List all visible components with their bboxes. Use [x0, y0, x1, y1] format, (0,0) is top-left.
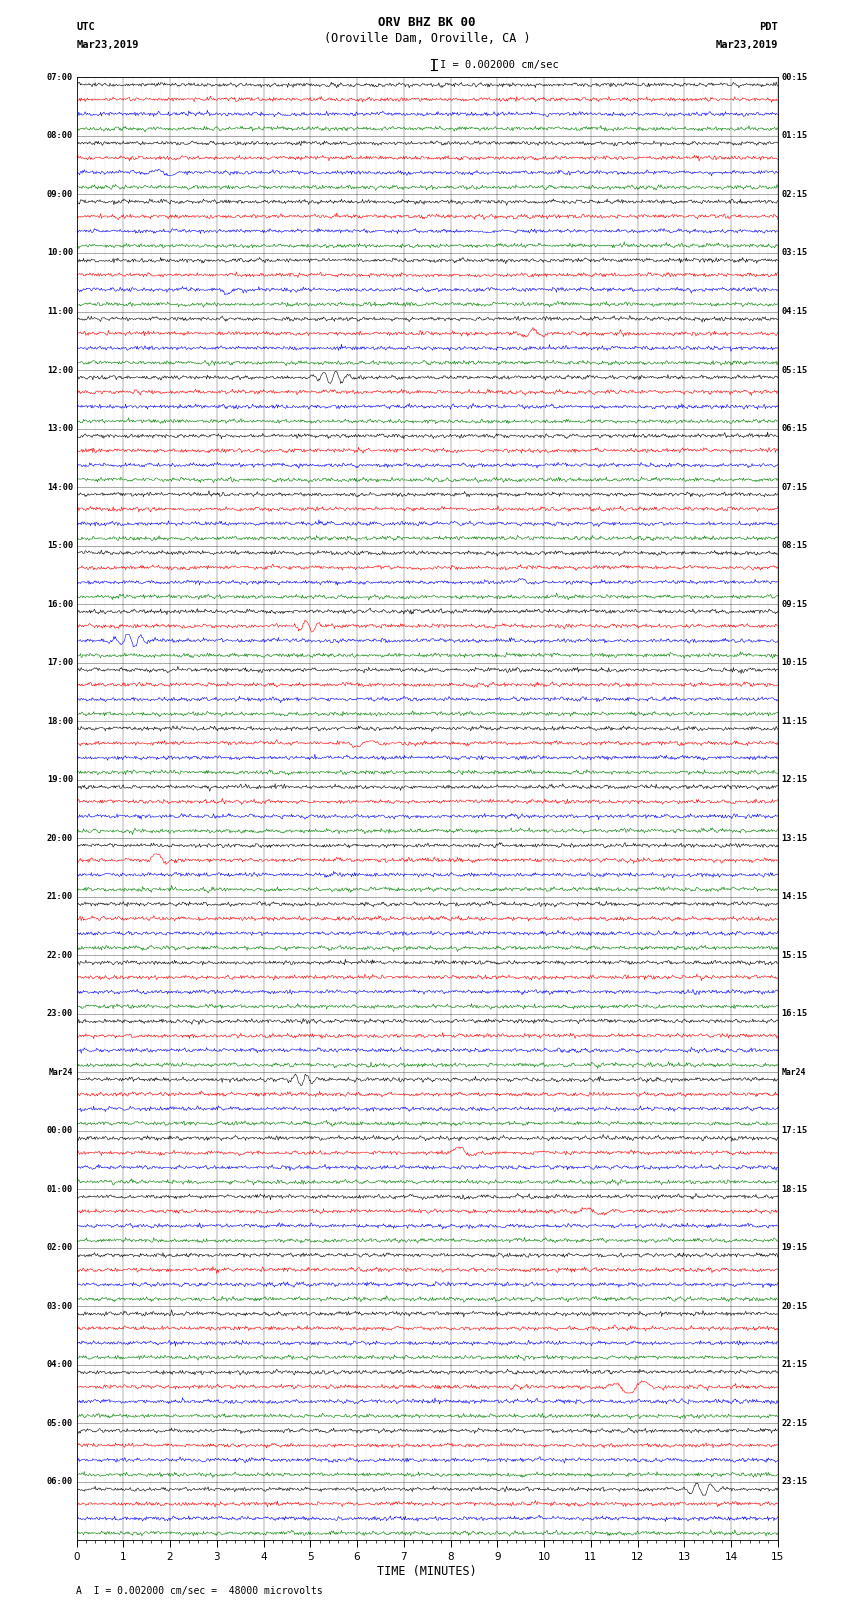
Text: A  I = 0.002000 cm/sec =  48000 microvolts: A I = 0.002000 cm/sec = 48000 microvolts [76, 1586, 323, 1595]
Text: 09:00: 09:00 [47, 190, 73, 198]
Text: 09:15: 09:15 [781, 600, 807, 608]
Text: 19:15: 19:15 [781, 1244, 807, 1252]
Text: Mar23,2019: Mar23,2019 [76, 40, 139, 50]
Text: Mar24: Mar24 [781, 1068, 806, 1077]
Text: 22:00: 22:00 [47, 950, 73, 960]
Text: 05:15: 05:15 [781, 366, 807, 374]
Text: 13:15: 13:15 [781, 834, 807, 842]
Text: 10:15: 10:15 [781, 658, 807, 668]
Text: 02:15: 02:15 [781, 190, 807, 198]
Text: 03:00: 03:00 [47, 1302, 73, 1311]
Text: 23:00: 23:00 [47, 1010, 73, 1018]
Text: 00:00: 00:00 [47, 1126, 73, 1136]
Text: 12:15: 12:15 [781, 776, 807, 784]
Text: 18:00: 18:00 [47, 716, 73, 726]
X-axis label: TIME (MINUTES): TIME (MINUTES) [377, 1565, 477, 1578]
Text: 15:15: 15:15 [781, 950, 807, 960]
Text: Mar23,2019: Mar23,2019 [715, 40, 778, 50]
Text: 11:15: 11:15 [781, 716, 807, 726]
Text: 14:00: 14:00 [47, 482, 73, 492]
Text: UTC: UTC [76, 23, 95, 32]
Text: 03:15: 03:15 [781, 248, 807, 258]
Text: 17:15: 17:15 [781, 1126, 807, 1136]
Text: 04:00: 04:00 [47, 1360, 73, 1369]
Text: Mar24: Mar24 [48, 1068, 73, 1077]
Text: 20:00: 20:00 [47, 834, 73, 842]
Text: I = 0.002000 cm/sec: I = 0.002000 cm/sec [440, 60, 558, 69]
Text: 10:00: 10:00 [47, 248, 73, 258]
Text: 00:15: 00:15 [781, 73, 807, 82]
Text: 01:00: 01:00 [47, 1186, 73, 1194]
Text: 07:00: 07:00 [47, 73, 73, 82]
Text: 13:00: 13:00 [47, 424, 73, 432]
Text: 04:15: 04:15 [781, 306, 807, 316]
Text: 21:00: 21:00 [47, 892, 73, 902]
Text: 20:15: 20:15 [781, 1302, 807, 1311]
Text: (Oroville Dam, Oroville, CA ): (Oroville Dam, Oroville, CA ) [324, 32, 530, 45]
Text: 22:15: 22:15 [781, 1419, 807, 1428]
Text: 18:15: 18:15 [781, 1186, 807, 1194]
Text: 14:15: 14:15 [781, 892, 807, 902]
Text: 21:15: 21:15 [781, 1360, 807, 1369]
Text: PDT: PDT [759, 23, 778, 32]
Text: 11:00: 11:00 [47, 306, 73, 316]
Text: 23:15: 23:15 [781, 1478, 807, 1487]
Text: 01:15: 01:15 [781, 131, 807, 140]
Text: 15:00: 15:00 [47, 540, 73, 550]
Text: 12:00: 12:00 [47, 366, 73, 374]
Text: 02:00: 02:00 [47, 1244, 73, 1252]
Text: 05:00: 05:00 [47, 1419, 73, 1428]
Text: 08:00: 08:00 [47, 131, 73, 140]
Text: 07:15: 07:15 [781, 482, 807, 492]
Text: 08:15: 08:15 [781, 540, 807, 550]
Text: 06:00: 06:00 [47, 1478, 73, 1487]
Text: 16:15: 16:15 [781, 1010, 807, 1018]
Text: ORV BHZ BK 00: ORV BHZ BK 00 [378, 16, 476, 29]
Text: 16:00: 16:00 [47, 600, 73, 608]
Text: 06:15: 06:15 [781, 424, 807, 432]
Text: 19:00: 19:00 [47, 776, 73, 784]
Text: 17:00: 17:00 [47, 658, 73, 668]
